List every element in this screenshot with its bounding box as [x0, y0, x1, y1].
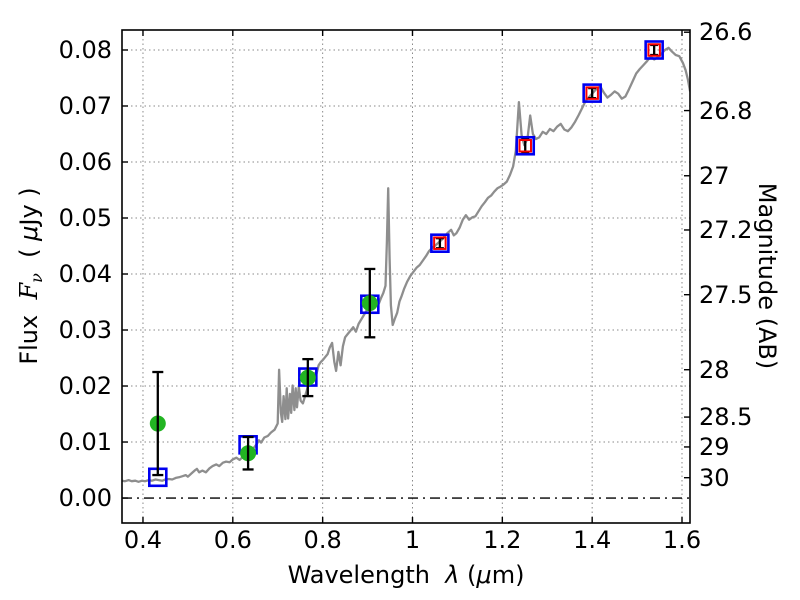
- label-part: (: [15, 240, 43, 274]
- red-square-marker: [585, 86, 599, 100]
- x-tick-label: 0.4: [123, 526, 163, 554]
- label-part: Flux: [15, 299, 43, 365]
- magnitude-tick-label: 27.2: [699, 215, 753, 244]
- label-part: μ: [476, 561, 492, 589]
- label-part: μ: [15, 225, 43, 241]
- blue-square-marker: [515, 135, 536, 156]
- blue-square-marker: [582, 83, 602, 103]
- blue-square-marker: [430, 233, 450, 254]
- x-tick-label: 1: [404, 526, 421, 554]
- x-tick-label: 1.6: [662, 526, 702, 554]
- magnitude-tick-label: 26.8: [699, 96, 753, 125]
- y-axis-label-right: Magnitude (AB): [753, 182, 781, 370]
- red-square-marker: [647, 43, 661, 57]
- magnitude-tick-label: 30: [699, 463, 730, 492]
- magnitude-tick-label: 27: [699, 161, 730, 190]
- y-axis-label-left: Flux Fν ( μJy ): [15, 187, 50, 365]
- magnitude-tick-label: 26.6: [699, 18, 753, 47]
- flux-tick-label: 0.04: [58, 260, 112, 288]
- label-part: Magnitude (AB): [753, 182, 781, 370]
- red-square-marker: [518, 139, 532, 153]
- label-part: λ: [445, 561, 460, 589]
- magnitude-tick-label: 28.5: [699, 403, 753, 432]
- x-axis-label: Wavelength λ (μm): [288, 562, 525, 588]
- flux-tick-label: 0.05: [58, 204, 112, 232]
- label-part: ν: [27, 273, 46, 283]
- x-tick-label: 0.8: [303, 526, 342, 554]
- flux-tick-label: 0.02: [58, 372, 112, 400]
- flux-tick-label: 0.00: [58, 484, 112, 513]
- label-part: Wavelength: [287, 561, 446, 589]
- model-spectrum-line: [122, 46, 690, 483]
- flux-tick-label: 0.06: [58, 148, 112, 176]
- label-part: Jy ): [15, 187, 43, 226]
- magnitude-tick-label: 29: [699, 432, 730, 461]
- magnitude-tick-label: 28: [699, 355, 730, 384]
- flux-tick-label: 0.07: [58, 91, 112, 120]
- axes-frame: [121, 29, 691, 524]
- label-part: (: [459, 561, 477, 589]
- flux-tick-label: 0.03: [58, 316, 112, 344]
- red-square-marker: [433, 236, 447, 250]
- magnitude-tick-label: 27.5: [699, 280, 753, 309]
- x-tick-label: 1.4: [573, 526, 612, 554]
- flux-tick-label: 0.08: [58, 35, 112, 64]
- label-part: F: [15, 282, 43, 300]
- label-part: m): [491, 561, 525, 589]
- flux-tick-label: 0.01: [58, 428, 112, 457]
- x-tick-label: 1.2: [483, 526, 522, 554]
- blue-square-marker: [644, 40, 664, 60]
- x-tick-label: 0.6: [213, 526, 252, 554]
